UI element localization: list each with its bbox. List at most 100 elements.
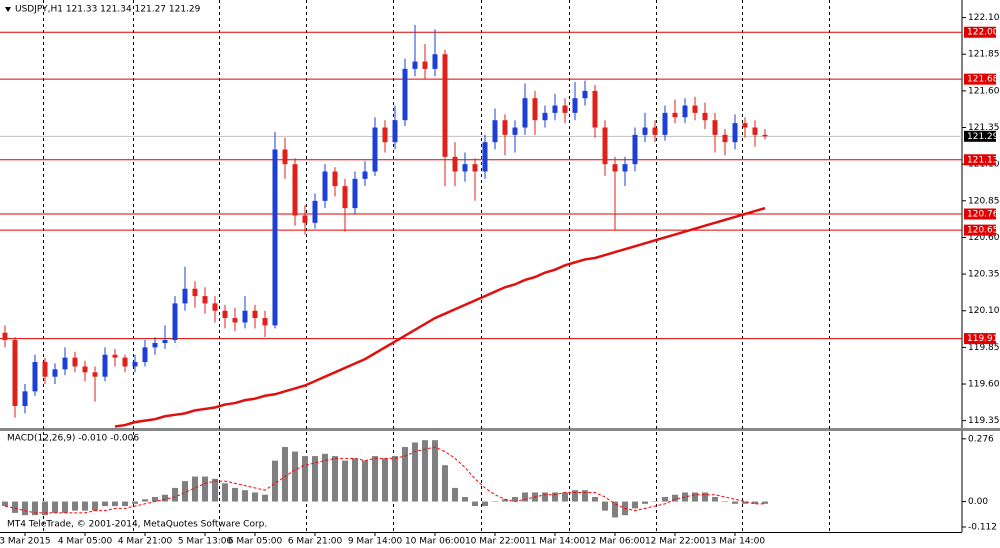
y-tick-label: 119.85: [968, 343, 1000, 353]
candle-body: [112, 354, 118, 358]
macd-bar: [102, 501, 108, 507]
candle-body: [672, 112, 678, 118]
x-tick-label: 3 Mar 2015: [0, 537, 51, 547]
candle-body: [462, 164, 468, 172]
macd-bar: [742, 501, 748, 504]
macd-bar: [152, 497, 158, 502]
candle-body: [372, 127, 378, 172]
level-label: 122.00: [967, 28, 999, 38]
level-label-box: [964, 208, 996, 220]
macd-bar: [672, 494, 678, 502]
copyright: MT4 TeleTrade, © 2001-2014, MetaQuotes S…: [7, 520, 267, 530]
candle-body: [182, 288, 188, 304]
macd-bar: [52, 501, 58, 513]
candle-body: [492, 120, 498, 143]
candle-body: [622, 164, 628, 172]
candle-body: [402, 68, 408, 121]
candle-body: [392, 120, 398, 143]
candle-body: [692, 105, 698, 113]
candle-body: [362, 171, 368, 179]
macd-bar: [652, 501, 658, 503]
y-tick-label: 120.85: [968, 196, 1000, 206]
macd-bar: [302, 456, 308, 502]
macd-bar: [682, 492, 688, 502]
candle-body: [42, 362, 48, 377]
candle-body: [582, 90, 588, 99]
macd-bar: [332, 456, 338, 502]
y-tick-label: 120.10: [968, 306, 1000, 316]
macd-bar: [662, 497, 668, 502]
macd-bar: [132, 501, 138, 504]
candle-body: [572, 98, 578, 113]
macd-bar: [172, 487, 178, 502]
macd-bar: [2, 501, 8, 507]
x-tick-label: 13 Mar 14:00: [705, 537, 765, 547]
macd-bar: [162, 494, 168, 502]
candle-body: [52, 369, 58, 377]
macd-bar: [752, 501, 758, 504]
macd-bar: [112, 501, 118, 507]
macd-bar: [392, 456, 398, 502]
macd-bar: [612, 501, 618, 518]
candle-body: [472, 164, 478, 172]
candle-body: [612, 164, 618, 172]
x-tick-label: 12 Mar 06:00: [585, 537, 645, 547]
macd-bar: [482, 501, 488, 507]
candle-body: [542, 112, 548, 121]
candle-body: [522, 98, 528, 128]
candle-body: [722, 134, 728, 143]
candle-body: [732, 123, 738, 143]
macd-bar: [192, 476, 198, 502]
y-tick-label: 0.00: [968, 497, 988, 507]
y-tick-label: 120.35: [968, 270, 1000, 280]
candle-body: [712, 120, 718, 135]
macd-bar: [292, 451, 298, 502]
macd-bar: [562, 492, 568, 502]
candle-body: [532, 98, 538, 121]
level-label-box: [964, 224, 996, 236]
candle-body: [22, 391, 28, 407]
macd-bar: [82, 501, 88, 511]
candle-body: [192, 288, 198, 297]
candle-body: [512, 127, 518, 135]
candle-body: [162, 340, 168, 343]
macd-bar: [472, 501, 478, 507]
candle-body: [752, 127, 758, 135]
macd-bar: [212, 478, 218, 502]
candle-body: [222, 310, 228, 319]
x-tick-label: 10 Mar 22:00: [465, 537, 525, 547]
candle-body: [142, 347, 148, 363]
candle-body: [552, 105, 558, 113]
x-tick-label: 6 Mar 21:00: [288, 537, 343, 547]
candle-body: [242, 310, 248, 323]
candle-body: [92, 372, 98, 377]
macd-bar: [602, 501, 608, 511]
macd-bar: [122, 501, 128, 507]
candle-body: [232, 318, 238, 323]
macd-bar: [322, 453, 328, 502]
candle-body: [332, 171, 338, 187]
macd-bar: [272, 460, 278, 502]
macd-bar: [462, 497, 468, 502]
level-label-box: [964, 154, 996, 166]
x-tick-label: 9 Mar 14:00: [348, 537, 403, 547]
macd-bar: [552, 492, 558, 502]
menu-arrow[interactable]: [5, 7, 11, 12]
y-tick-label: 0.276: [968, 434, 994, 444]
macd-bar: [522, 492, 528, 502]
macd-bar: [182, 481, 188, 502]
x-tick-label: 11 Mar 14:00: [525, 537, 585, 547]
macd-bar: [62, 501, 68, 513]
candle-body: [652, 127, 658, 135]
y-tick-label: 122.10: [968, 13, 1000, 23]
macd-bar: [12, 501, 18, 513]
candle-body: [2, 332, 8, 341]
level-label-box: [964, 333, 996, 345]
current-price-box: [964, 130, 996, 142]
candle-body: [412, 61, 418, 69]
candle-body: [12, 340, 18, 407]
macd-bar: [202, 476, 208, 502]
y-tick-label: 121.60: [968, 86, 1000, 96]
